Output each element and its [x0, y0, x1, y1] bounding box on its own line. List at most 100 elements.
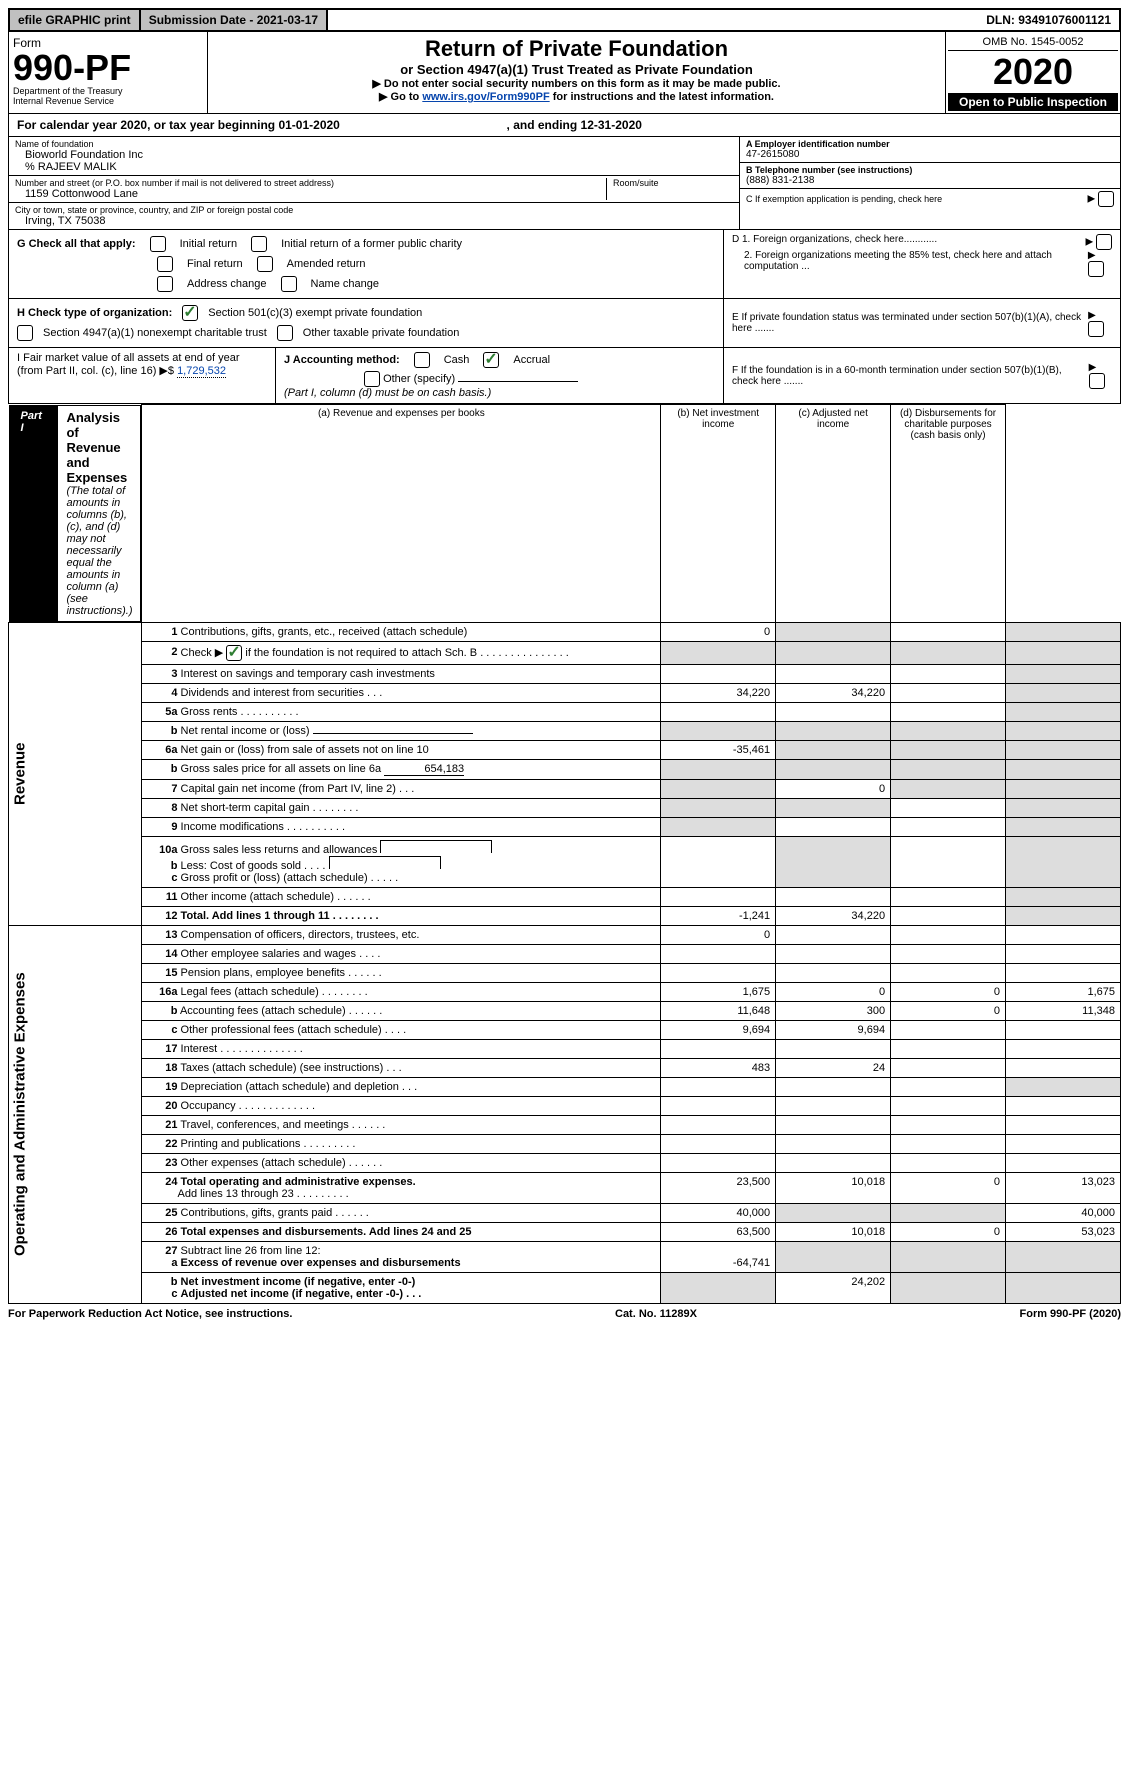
line-2-pre: Check ▶ [181, 646, 224, 658]
section-e-checkbox[interactable] [1088, 321, 1104, 337]
accrual-checkbox[interactable] [483, 352, 499, 368]
l6a-a: -35,461 [661, 740, 776, 759]
line-22: Printing and publications . . . . . . . … [181, 1138, 356, 1150]
line-19: Depreciation (attach schedule) and deple… [181, 1081, 418, 1093]
fmv-link[interactable]: 1,729,532 [177, 365, 226, 378]
l24-a: 23,500 [661, 1172, 776, 1203]
l13-a: 0 [661, 925, 776, 944]
line-16c: Other professional fees (attach schedule… [181, 1024, 407, 1036]
form990pf-link[interactable]: www.irs.gov/Form990PF [422, 91, 549, 103]
city-state-zip: Irving, TX 75038 [15, 215, 733, 227]
l24-d: 13,023 [1006, 1172, 1121, 1203]
paperwork-notice: For Paperwork Reduction Act Notice, see … [8, 1308, 292, 1320]
l12-a: -1,241 [661, 906, 776, 925]
501c3-label: Section 501(c)(3) exempt private foundat… [208, 307, 422, 319]
section-c-checkbox[interactable] [1098, 191, 1114, 207]
l26-b: 10,018 [776, 1222, 891, 1241]
phone: (888) 831-2138 [746, 175, 1114, 186]
line-6b-val: 654,183 [384, 763, 464, 776]
other-method-label: Other (specify) [383, 373, 455, 385]
name-change-label: Name change [311, 278, 380, 290]
line-21: Travel, conferences, and meetings . . . … [180, 1119, 385, 1131]
l26-a: 63,500 [661, 1222, 776, 1241]
other-method-checkbox[interactable] [364, 371, 380, 387]
section-d1-label: D 1. Foreign organizations, check here..… [732, 234, 937, 250]
l18-b: 24 [776, 1058, 891, 1077]
line-25: Contributions, gifts, grants paid . . . … [181, 1207, 369, 1219]
initial-former-checkbox[interactable] [251, 236, 267, 252]
entity-info: Name of foundation Bioworld Foundation I… [8, 137, 1121, 230]
line-16a: Legal fees (attach schedule) . . . . . .… [181, 986, 368, 998]
irs: Internal Revenue Service [13, 96, 203, 106]
501c3-checkbox[interactable] [182, 305, 198, 321]
final-return-checkbox[interactable] [157, 256, 173, 272]
initial-return-checkbox[interactable] [150, 236, 166, 252]
l16b-b: 300 [776, 1001, 891, 1020]
line-11: Other income (attach schedule) . . . . .… [181, 891, 371, 903]
l16a-d: 1,675 [1006, 982, 1121, 1001]
amended-return-checkbox[interactable] [257, 256, 273, 272]
line-9: Income modifications . . . . . . . . . . [181, 821, 345, 833]
care-of: % RAJEEV MALIK [15, 161, 733, 173]
line-10b: Less: Cost of goods sold . . . . [181, 860, 326, 872]
form-subtitle: or Section 4947(a)(1) Trust Treated as P… [216, 62, 937, 77]
line-18: Taxes (attach schedule) (see instruction… [180, 1062, 401, 1074]
4947a1-checkbox[interactable] [17, 325, 33, 341]
final-return-label: Final return [187, 258, 243, 270]
part1-label: Part I [9, 406, 59, 621]
l24-b: 10,018 [776, 1172, 891, 1203]
l18-a: 483 [661, 1058, 776, 1077]
line-6b-pre: Gross sales price for all assets on line… [181, 763, 385, 775]
cash-checkbox[interactable] [414, 352, 430, 368]
accrual-label: Accrual [513, 354, 550, 366]
l7-b: 0 [776, 779, 891, 798]
section-j-label: J Accounting method: [284, 354, 400, 366]
l24-c: 0 [891, 1172, 1006, 1203]
col-c-header: (c) Adjusted net income [776, 405, 891, 623]
line-26: Total expenses and disbursements. Add li… [181, 1226, 472, 1238]
d2-checkbox[interactable] [1088, 261, 1104, 277]
4947a1-label: Section 4947(a)(1) nonexempt charitable … [43, 327, 267, 339]
revenue-vert-label: Revenue [9, 622, 142, 925]
section-h-label: H Check type of organization: [17, 307, 172, 319]
part1-title: Analysis of Revenue and Expenses [66, 410, 127, 485]
line-5b: Net rental income or (loss) [181, 725, 313, 737]
room-label: Room/suite [613, 178, 733, 188]
line-10c: Gross profit or (loss) (attach schedule)… [181, 872, 399, 884]
line-15: Pension plans, employee benefits . . . .… [181, 967, 382, 979]
line-13: Compensation of officers, directors, tru… [181, 929, 420, 941]
line-2-post: if the foundation is not required to att… [242, 646, 477, 658]
omb-number: OMB No. 1545-0052 [948, 34, 1118, 51]
line-4: Dividends and interest from securities .… [181, 687, 383, 699]
section-c-label: C If exemption application is pending, c… [746, 194, 942, 204]
submission-date: Submission Date - 2021-03-17 [141, 10, 328, 30]
other-taxable-checkbox[interactable] [277, 325, 293, 341]
form-header: Form 990-PF Department of the Treasury I… [8, 32, 1121, 114]
l4-b: 34,220 [776, 683, 891, 702]
page-footer: For Paperwork Reduction Act Notice, see … [8, 1304, 1121, 1324]
line-3: Interest on savings and temporary cash i… [181, 668, 435, 680]
address-change-label: Address change [187, 278, 267, 290]
d1-checkbox[interactable] [1096, 234, 1112, 250]
l16b-a: 11,648 [661, 1001, 776, 1020]
l4-a: 34,220 [661, 683, 776, 702]
efile-print-button[interactable]: efile GRAPHIC print [10, 10, 141, 30]
tax-year: 2020 [948, 51, 1118, 93]
line-5a: Gross rents . . . . . . . . . . [181, 706, 299, 718]
name-change-checkbox[interactable] [281, 276, 297, 292]
line-14: Other employee salaries and wages . . . … [181, 948, 381, 960]
sch-b-checkbox[interactable] [226, 645, 242, 661]
form-number: 990-PF [13, 50, 203, 86]
part1-title-note: (The total of amounts in columns (b), (c… [66, 485, 132, 617]
form-ref: Form 990-PF (2020) [1020, 1308, 1121, 1320]
section-f-checkbox[interactable] [1089, 373, 1105, 389]
l25-a: 40,000 [661, 1203, 776, 1222]
line-27a: Excess of revenue over expenses and disb… [181, 1257, 461, 1269]
amended-return-label: Amended return [287, 258, 366, 270]
form-title: Return of Private Foundation [216, 36, 937, 62]
j-note: (Part I, column (d) must be on cash basi… [284, 387, 715, 399]
address-change-checkbox[interactable] [157, 276, 173, 292]
ein: 47-2615080 [746, 149, 1114, 160]
section-e-label: E If private foundation status was termi… [732, 312, 1088, 334]
line-20: Occupancy . . . . . . . . . . . . . [181, 1100, 316, 1112]
